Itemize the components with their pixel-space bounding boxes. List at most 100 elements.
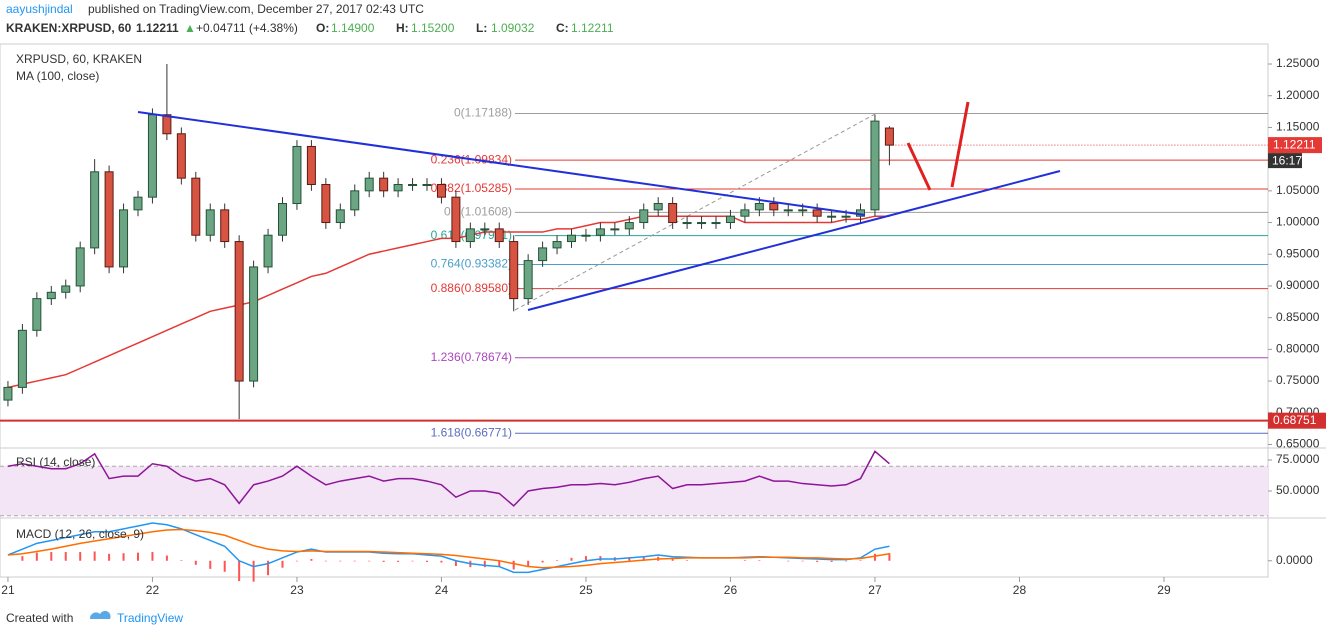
candle-body — [350, 190, 360, 211]
candle-body — [176, 133, 186, 179]
candle-body — [147, 114, 157, 198]
candle-body — [90, 171, 100, 249]
candle-body — [884, 127, 894, 146]
candle-body — [191, 177, 201, 236]
ohlc-group: O: 1.14900 H: 1.15200 L: 1.09032 C: 1.12211 — [316, 21, 614, 35]
candle-body — [133, 196, 143, 211]
ohlc-label: H: — [396, 21, 409, 35]
candle-body — [653, 203, 663, 211]
up-arrow: ▲ — [184, 21, 196, 35]
candle-body — [740, 209, 750, 217]
y-tick-label: 1.20000 — [1276, 88, 1320, 102]
candle-body — [697, 222, 707, 225]
candle-body — [249, 266, 259, 382]
candle-body — [754, 203, 764, 211]
macd-line — [7, 528, 890, 569]
macd-legend: MACD (12, 26, close, 9) — [16, 527, 144, 541]
y-tick-label: 0.65000 — [1276, 437, 1320, 451]
candle-body — [321, 183, 331, 224]
ohlc-value: 1.14900 — [331, 21, 375, 35]
candle-body — [841, 215, 851, 218]
arrow-stroke — [906, 142, 932, 191]
y-tick-label: 1.25000 — [1276, 56, 1320, 70]
x-tick-label: 24 — [435, 583, 449, 597]
candle-body — [32, 298, 42, 331]
main-layer — [0, 64, 1268, 582]
candle-body — [292, 145, 302, 205]
candle-body — [104, 171, 114, 268]
candle-body — [61, 285, 71, 293]
candle-body — [17, 329, 27, 388]
rsi-line — [7, 450, 890, 507]
fib-label: 0.764(0.93382) — [431, 257, 512, 271]
candle-body — [827, 215, 837, 218]
time-tag — [1268, 153, 1302, 169]
candle-body — [393, 183, 403, 192]
symbol: KRAKEN:XRPUSD, 60 — [6, 21, 132, 35]
candle-body — [306, 145, 316, 185]
footer-brand[interactable]: TradingView — [117, 611, 183, 625]
candle-body — [494, 228, 504, 243]
x-tick-label: 23 — [290, 583, 304, 597]
x-tick-label: 26 — [724, 583, 738, 597]
last: 1.12211 — [136, 21, 179, 35]
time-tag-label: 16:17 — [1272, 153, 1302, 167]
candle-body — [595, 228, 605, 236]
y-tick-label: 1.00000 — [1276, 215, 1320, 229]
ma-line — [7, 215, 890, 389]
candle-body — [567, 234, 577, 243]
y-tick-label: 0.85000 — [1276, 310, 1320, 324]
candle-body — [451, 196, 461, 243]
x-tick-label: 29 — [1157, 583, 1171, 597]
trend-line — [527, 170, 1061, 311]
author[interactable]: aayushjindal — [6, 2, 73, 16]
x-tick-label: 22 — [146, 583, 160, 597]
candle-body — [624, 222, 634, 230]
ohlc-label: L: — [476, 21, 487, 35]
arrow-stroke — [950, 101, 970, 188]
ohlc-label: C: — [556, 21, 569, 35]
candle-body — [220, 209, 230, 243]
ohlc-value: 1.12211 — [571, 21, 614, 35]
fib-label: 0(1.17188) — [454, 106, 512, 120]
y-tick-label: 1.05000 — [1276, 183, 1320, 197]
y-tick-label: 0.75000 — [1276, 373, 1320, 387]
candle-body — [46, 291, 56, 300]
candle-body — [465, 228, 475, 243]
frame — [0, 43, 1269, 578]
candle-body — [436, 183, 446, 198]
candle-body — [725, 215, 735, 224]
candle-body — [538, 247, 548, 262]
fib-label: 0.886(0.89580) — [431, 281, 512, 295]
candle-body — [610, 228, 620, 231]
ma-legend: MA (100, close) — [16, 69, 99, 83]
candle-body — [335, 209, 345, 224]
last-price-tag — [1268, 137, 1322, 154]
ohlc-value: 1.15200 — [411, 21, 455, 35]
fib-diagonal — [514, 112, 878, 311]
change: +0.04711 (+4.38%) — [196, 21, 298, 35]
candle-body — [523, 260, 533, 300]
candle-body — [783, 209, 793, 212]
candle-body — [364, 177, 374, 192]
candle-body — [798, 209, 808, 212]
candle-body — [379, 177, 389, 192]
y-tick-label: 0.80000 — [1276, 342, 1320, 356]
y-tick-label: 50.0000 — [1276, 483, 1320, 497]
y-tick-label: 1.15000 — [1276, 120, 1320, 134]
footer-text: Created with — [6, 611, 73, 625]
candle-body — [870, 120, 880, 211]
candle-body — [75, 247, 85, 287]
x-tick-label: 21 — [1, 583, 15, 597]
y-tick-label: 0.0000 — [1276, 553, 1313, 567]
candle-body — [408, 183, 418, 186]
ohlc-label: O: — [316, 21, 329, 35]
trend-line — [137, 111, 866, 216]
candle-body — [480, 228, 490, 231]
candle-body — [639, 209, 649, 224]
candle-body — [119, 209, 129, 268]
fib-label: 0.382(1.05285) — [431, 181, 512, 195]
candle-body — [711, 222, 721, 225]
front-layer: 0.68751 1.12211 16:17 — [1268, 137, 1326, 429]
candle-body — [668, 203, 678, 224]
